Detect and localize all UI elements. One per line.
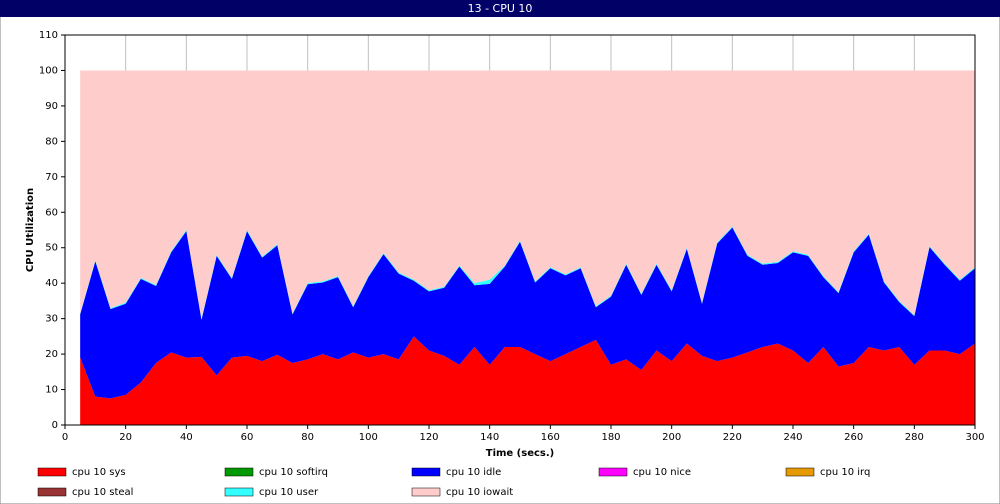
- window-title: 13 - CPU 10: [468, 2, 533, 15]
- y-tick-label: 80: [45, 136, 58, 147]
- legend-label: cpu 10 softirq: [259, 467, 328, 478]
- plot-border: [64, 34, 976, 426]
- x-tick-label: 280: [905, 432, 924, 443]
- y-tick-label: 50: [45, 243, 58, 254]
- y-tick-label: 10: [45, 385, 58, 396]
- y-tick-label: 30: [45, 314, 58, 325]
- y-tick-label: 70: [45, 172, 58, 183]
- legend-swatch: [785, 467, 815, 477]
- x-tick-label: 20: [119, 432, 132, 443]
- legend-label: cpu 10 idle: [446, 467, 501, 478]
- legend-swatch: [37, 467, 67, 477]
- x-tick-label: 120: [419, 432, 438, 443]
- x-tick-label: 40: [180, 432, 193, 443]
- y-tick-label: 100: [39, 65, 58, 76]
- legend-swatch: [411, 467, 441, 477]
- y-tick-label: 110: [39, 30, 58, 41]
- legend-swatch: [411, 487, 441, 497]
- legend-label: cpu 10 nice: [633, 467, 691, 478]
- y-tick-label: 40: [45, 278, 58, 289]
- y-tick-label: 90: [45, 101, 58, 112]
- legend-label: cpu 10 iowait: [446, 487, 513, 498]
- legend-swatch: [224, 487, 254, 497]
- x-tick-label: 200: [662, 432, 681, 443]
- area: [80, 70, 975, 319]
- legend-label: cpu 10 sys: [72, 467, 126, 478]
- legend-label: cpu 10 user: [259, 487, 319, 498]
- x-tick-label: 160: [541, 432, 560, 443]
- legend-swatch: [598, 467, 628, 477]
- x-tick-label: 260: [844, 432, 863, 443]
- title-bar: [0, 0, 1000, 17]
- x-tick-label: 0: [62, 432, 68, 443]
- y-tick-label: 0: [52, 420, 58, 431]
- x-tick-label: 300: [965, 432, 984, 443]
- x-tick-label: 240: [783, 432, 802, 443]
- area: [80, 336, 975, 425]
- x-tick-label: 140: [480, 432, 499, 443]
- x-tick-label: 220: [723, 432, 742, 443]
- x-axis-label: Time (secs.): [486, 448, 555, 459]
- x-tick-label: 80: [301, 432, 314, 443]
- y-tick-label: 20: [45, 349, 58, 360]
- y-axis-label: CPU Utilization: [25, 188, 36, 272]
- legend-label: cpu 10 irq: [820, 467, 870, 478]
- legend-label: cpu 10 steal: [72, 487, 133, 498]
- y-tick-label: 60: [45, 207, 58, 218]
- legend-swatch: [37, 487, 67, 497]
- legend-swatch: [224, 467, 254, 477]
- area: [80, 227, 975, 399]
- x-tick-label: 180: [601, 432, 620, 443]
- x-tick-label: 60: [241, 432, 254, 443]
- x-tick-label: 100: [359, 432, 378, 443]
